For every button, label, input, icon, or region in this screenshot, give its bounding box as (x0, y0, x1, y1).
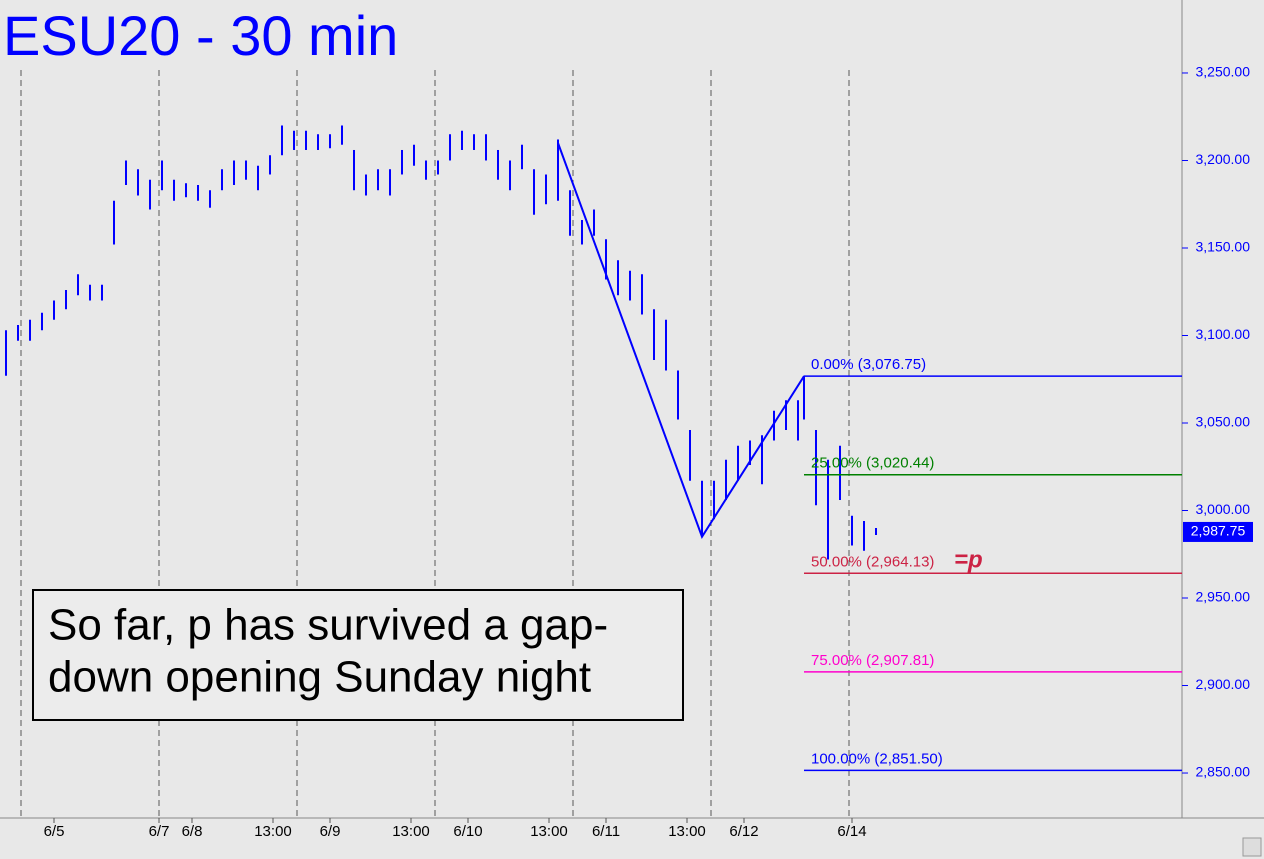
y-tick-label: 3,250.00 (1196, 64, 1251, 80)
annotation-box (32, 589, 684, 721)
fib-label: 100.00% (2,851.50) (811, 750, 943, 767)
y-tick-label: 3,000.00 (1196, 501, 1251, 517)
corner-box (1242, 837, 1262, 857)
y-tick-label: 3,050.00 (1196, 414, 1251, 430)
p-label: =p (954, 547, 983, 574)
annotation: down opening Sunday night (48, 653, 591, 702)
x-tick-label: 6/14 (837, 823, 866, 840)
x-tick-label: 13:00 (392, 823, 430, 840)
y-tick-label: 3,200.00 (1196, 151, 1251, 167)
y-tick-label: 3,100.00 (1196, 326, 1251, 342)
trendline (557, 142, 805, 540)
x-tick-label: 6/10 (453, 823, 482, 840)
y-tick-label: 2,850.00 (1196, 764, 1251, 780)
last-price-label: 2,987.75 (1191, 523, 1246, 539)
x-tick-label: 6/8 (182, 823, 203, 840)
y-tick-label: 2,950.00 (1196, 589, 1251, 605)
x-tick-label: 13:00 (668, 823, 706, 840)
fib-label: 0.00% (3,076.75) (811, 356, 926, 373)
x-tick-label: 6/5 (44, 823, 65, 840)
x-tick-label: 13:00 (254, 823, 292, 840)
y-tick-label: 2,900.00 (1196, 676, 1251, 692)
y-tick-label: 3,150.00 (1196, 239, 1251, 255)
chart-title: ESU20 - 30 min (3, 4, 398, 67)
fib-label: 50.00% (2,964.13) (811, 553, 934, 570)
last-price-box (1183, 521, 1253, 542)
fib-label: 75.00% (2,907.81) (811, 652, 934, 669)
x-tick-label: 6/12 (729, 823, 758, 840)
x-tick-label: 6/7 (149, 823, 170, 840)
annotation: So far, p has survived a gap- (48, 601, 608, 650)
fib-label: 25.00% (3,020.44) (811, 455, 934, 472)
x-tick-label: 6/9 (320, 823, 341, 840)
x-tick-label: 13:00 (530, 823, 568, 840)
x-tick-label: 6/11 (592, 823, 620, 840)
